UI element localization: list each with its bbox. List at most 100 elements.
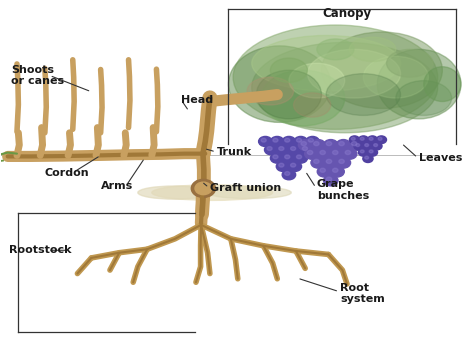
Circle shape: [365, 144, 368, 147]
Circle shape: [311, 157, 325, 168]
Circle shape: [372, 142, 382, 150]
Ellipse shape: [322, 32, 442, 109]
Circle shape: [273, 138, 278, 142]
Circle shape: [261, 138, 266, 142]
Circle shape: [339, 159, 344, 163]
Circle shape: [311, 140, 325, 150]
Circle shape: [333, 168, 338, 172]
Circle shape: [317, 166, 332, 177]
Text: Graft union: Graft union: [210, 183, 281, 193]
Circle shape: [314, 159, 319, 163]
Circle shape: [297, 155, 302, 159]
Circle shape: [294, 153, 307, 163]
Circle shape: [307, 150, 313, 155]
Circle shape: [365, 156, 368, 159]
Circle shape: [363, 142, 373, 150]
Circle shape: [326, 159, 332, 163]
Circle shape: [276, 161, 290, 171]
Circle shape: [276, 145, 290, 155]
Circle shape: [320, 150, 325, 155]
Circle shape: [339, 142, 344, 146]
Circle shape: [333, 150, 338, 155]
Circle shape: [308, 138, 314, 142]
Circle shape: [290, 147, 296, 150]
Ellipse shape: [138, 186, 212, 199]
Circle shape: [354, 142, 364, 150]
Text: Cordon: Cordon: [45, 168, 89, 178]
Ellipse shape: [208, 186, 291, 199]
Circle shape: [342, 148, 357, 159]
Ellipse shape: [233, 25, 438, 129]
Circle shape: [300, 145, 314, 155]
Circle shape: [368, 136, 377, 143]
Circle shape: [285, 138, 290, 142]
Circle shape: [330, 148, 344, 159]
Circle shape: [351, 137, 355, 140]
Circle shape: [282, 153, 296, 163]
Circle shape: [297, 138, 302, 142]
Circle shape: [314, 142, 319, 146]
Circle shape: [317, 148, 332, 159]
Circle shape: [191, 179, 216, 198]
Circle shape: [267, 147, 272, 150]
Circle shape: [330, 166, 344, 177]
Circle shape: [324, 140, 338, 150]
Circle shape: [345, 150, 350, 155]
Ellipse shape: [256, 70, 322, 119]
Circle shape: [378, 137, 382, 140]
Ellipse shape: [252, 36, 401, 91]
Ellipse shape: [252, 43, 438, 133]
Circle shape: [376, 136, 386, 143]
Text: Arms: Arms: [101, 181, 133, 191]
Circle shape: [320, 168, 325, 172]
Circle shape: [336, 157, 350, 168]
Circle shape: [273, 155, 278, 159]
Circle shape: [356, 144, 359, 147]
Ellipse shape: [152, 185, 272, 200]
Ellipse shape: [350, 37, 396, 61]
Circle shape: [306, 136, 319, 147]
Ellipse shape: [261, 70, 345, 126]
Circle shape: [369, 137, 373, 140]
Circle shape: [368, 149, 377, 156]
Circle shape: [302, 147, 307, 150]
Circle shape: [271, 136, 284, 147]
Circle shape: [282, 136, 296, 147]
Text: Trunk: Trunk: [217, 147, 252, 157]
Circle shape: [285, 172, 290, 176]
Ellipse shape: [377, 49, 461, 119]
Circle shape: [359, 149, 368, 156]
Circle shape: [279, 163, 284, 167]
Circle shape: [336, 140, 350, 150]
Circle shape: [360, 137, 364, 140]
Circle shape: [298, 140, 313, 150]
Text: Root
system: Root system: [340, 283, 385, 304]
Circle shape: [351, 142, 357, 146]
Circle shape: [282, 170, 296, 180]
Circle shape: [363, 155, 373, 163]
Text: Canopy: Canopy: [323, 7, 372, 20]
Circle shape: [360, 150, 364, 153]
Circle shape: [324, 157, 338, 168]
Circle shape: [369, 150, 373, 153]
Circle shape: [359, 136, 368, 143]
Ellipse shape: [363, 56, 429, 98]
Circle shape: [279, 147, 284, 150]
Text: Leaves: Leaves: [419, 153, 463, 163]
Text: Grape
bunches: Grape bunches: [317, 179, 369, 201]
Ellipse shape: [396, 81, 452, 116]
Circle shape: [271, 153, 284, 163]
Circle shape: [264, 145, 278, 155]
Circle shape: [195, 182, 212, 195]
Ellipse shape: [317, 39, 354, 60]
Text: Shoots
or canes: Shoots or canes: [11, 65, 64, 86]
Circle shape: [305, 148, 319, 159]
Text: Head: Head: [181, 95, 213, 105]
Ellipse shape: [386, 49, 433, 77]
Text: Rootstock: Rootstock: [9, 245, 71, 255]
Circle shape: [288, 145, 302, 155]
Circle shape: [301, 142, 307, 146]
Circle shape: [288, 161, 302, 171]
Ellipse shape: [247, 77, 294, 105]
Circle shape: [294, 136, 307, 147]
